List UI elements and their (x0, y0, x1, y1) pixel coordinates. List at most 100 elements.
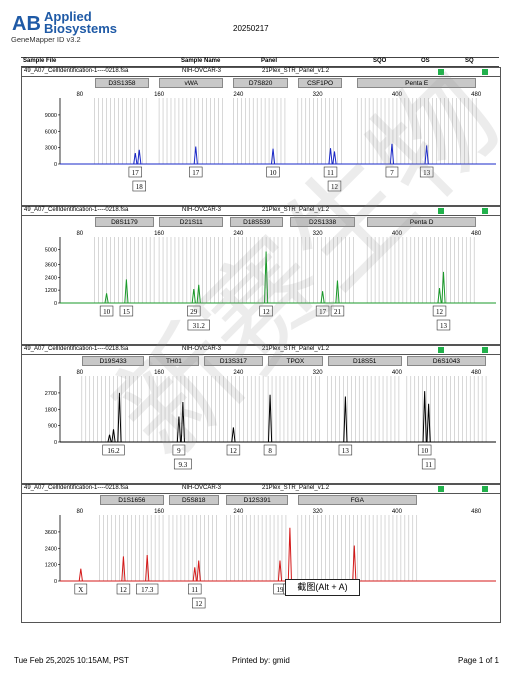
col-os: OS (421, 58, 430, 64)
qc-pass-indicator (482, 208, 488, 214)
allele-call-box (132, 180, 146, 192)
allele-peak (191, 289, 196, 304)
allele-peak (332, 151, 337, 165)
locus-label: Penta E (357, 78, 477, 88)
allele-call-label: 31.2 (193, 322, 206, 330)
locus-label: D8S1179 (94, 217, 155, 227)
allele-peak (133, 153, 138, 165)
y-tick-label: 2400 (45, 275, 57, 281)
y-tick-label: 6000 (45, 129, 57, 135)
allele-peak (277, 560, 283, 582)
locus-label: Penta D (367, 217, 477, 227)
y-tick-label: 1800 (45, 407, 57, 413)
x-tick-label: 240 (233, 231, 244, 237)
dye-panel-2: 49_A07_CellIdentification-1----0218.fsa N… (21, 206, 501, 345)
dye-panel-3: 49_A07_CellIdentification-1----0218.fsa N… (21, 345, 501, 484)
allele-peak (335, 280, 340, 304)
allele-call-label: 12 (120, 586, 128, 594)
locus-label: D1S1656 (99, 495, 165, 505)
locus-label: D6S1043 (406, 356, 487, 366)
screenshot-tooltip: 截图(Alt + A) (285, 579, 360, 596)
y-tick-label: 9000 (45, 113, 57, 119)
allele-peak (267, 394, 273, 443)
y-tick-label: 1200 (45, 288, 57, 294)
panel-sample-file: 49_A07_CellIdentification-1----0218.fsa (24, 68, 129, 74)
allele-call-box (74, 583, 88, 595)
allele-call-box (432, 305, 447, 317)
allele-call-label: 17 (319, 308, 327, 316)
allele-call-label: 17 (192, 169, 200, 177)
panel-sample-name: NIH-OVCAR-3 (182, 68, 222, 74)
allele-call-box (315, 305, 330, 317)
x-tick-label: 400 (392, 92, 403, 98)
allele-call-box (419, 166, 434, 178)
allele-call-box (119, 305, 134, 317)
allele-peak (196, 284, 201, 304)
allele-peak (104, 293, 109, 304)
dye-panel-1: 49_A07_CellIdentification-1----0218.fsa N… (21, 67, 501, 206)
allele-peak (343, 396, 348, 443)
locus-label: D5S818 (169, 495, 219, 505)
locus-label: D7S820 (233, 78, 288, 88)
y-tick-label: 0 (54, 162, 57, 168)
allele-call-label: 10 (270, 169, 278, 177)
locus-bar: D19S433 TH01 D13S317 TPOX D18S51 D6S1043 (22, 355, 500, 367)
footer-printed-by: Printed by: gmid (232, 656, 290, 665)
allele-peak (107, 434, 112, 443)
y-tick-label: 3600 (45, 530, 57, 536)
electropherogram-plot: 80 160 240 320 400 480 0 1200 2400 3600 5000 10 15 29… (45, 231, 496, 331)
allele-peak (192, 567, 197, 582)
locus-label: D18S539 (230, 217, 283, 227)
y-tick-label: 2400 (45, 546, 57, 552)
locus-label: D19S433 (81, 356, 145, 366)
allele-peak (287, 527, 292, 582)
y-tick-label: 3600 (45, 262, 57, 268)
allele-peak (145, 555, 150, 582)
y-tick-label: 0 (54, 440, 57, 446)
x-tick-label: 400 (392, 370, 403, 376)
allele-peak (441, 271, 446, 304)
x-tick-label: 400 (392, 231, 403, 237)
allele-call-box (173, 458, 192, 470)
allele-call-box (266, 166, 280, 178)
x-tick-label: 80 (76, 92, 83, 98)
panel-panel: 21Plex_STR_Panel_v1.2 (262, 485, 330, 491)
report-date: 20250217 (233, 24, 269, 33)
allele-call-box (172, 444, 186, 456)
app-version: GeneMapper ID v3.2 (11, 35, 81, 44)
allele-call-box (421, 458, 436, 470)
allele-peak (121, 556, 126, 582)
locus-label: vWA (159, 78, 224, 88)
y-tick-label: 0 (54, 301, 57, 307)
allele-peak (264, 251, 269, 304)
x-tick-label: 240 (233, 370, 244, 376)
brand-logo-text: Applied Biosystems (44, 10, 117, 35)
x-tick-label: 480 (471, 370, 482, 376)
allele-peak (78, 568, 83, 582)
allele-call-label: 15 (123, 308, 130, 316)
allele-call-box (102, 444, 125, 456)
footer-timestamp: Tue Feb 25,2025 10:15AM, PST (14, 656, 129, 665)
allele-call-box (385, 166, 399, 178)
y-tick-label: 0 (54, 579, 57, 585)
allele-call-label: 9 (177, 447, 181, 455)
allele-peak (117, 392, 122, 443)
electropherogram-plot: 80 160 240 320 400 480 0 3000 6000 9000 17 17 10 11 7 1… (45, 92, 496, 192)
allele-call-box (263, 444, 277, 456)
allele-peak (389, 143, 395, 165)
allele-call-label: X (78, 586, 83, 594)
x-tick-label: 160 (154, 370, 165, 376)
panel-sample-row: 49_A07_CellIdentification-1----0218.fsa N… (22, 485, 500, 494)
allele-call-box (99, 305, 114, 317)
locus-label: FGA (297, 495, 417, 505)
allele-call-box (436, 319, 451, 331)
allele-call-box (188, 583, 202, 595)
allele-call-label: 29 (190, 308, 198, 316)
allele-peak (231, 427, 236, 443)
qc-pass-indicator (438, 208, 444, 214)
allele-call-label: 12 (331, 183, 339, 191)
panel-panel: 21Plex_STR_Panel_v1.2 (262, 207, 330, 213)
locus-label: D21S11 (159, 217, 224, 227)
locus-label: D12S391 (226, 495, 288, 505)
